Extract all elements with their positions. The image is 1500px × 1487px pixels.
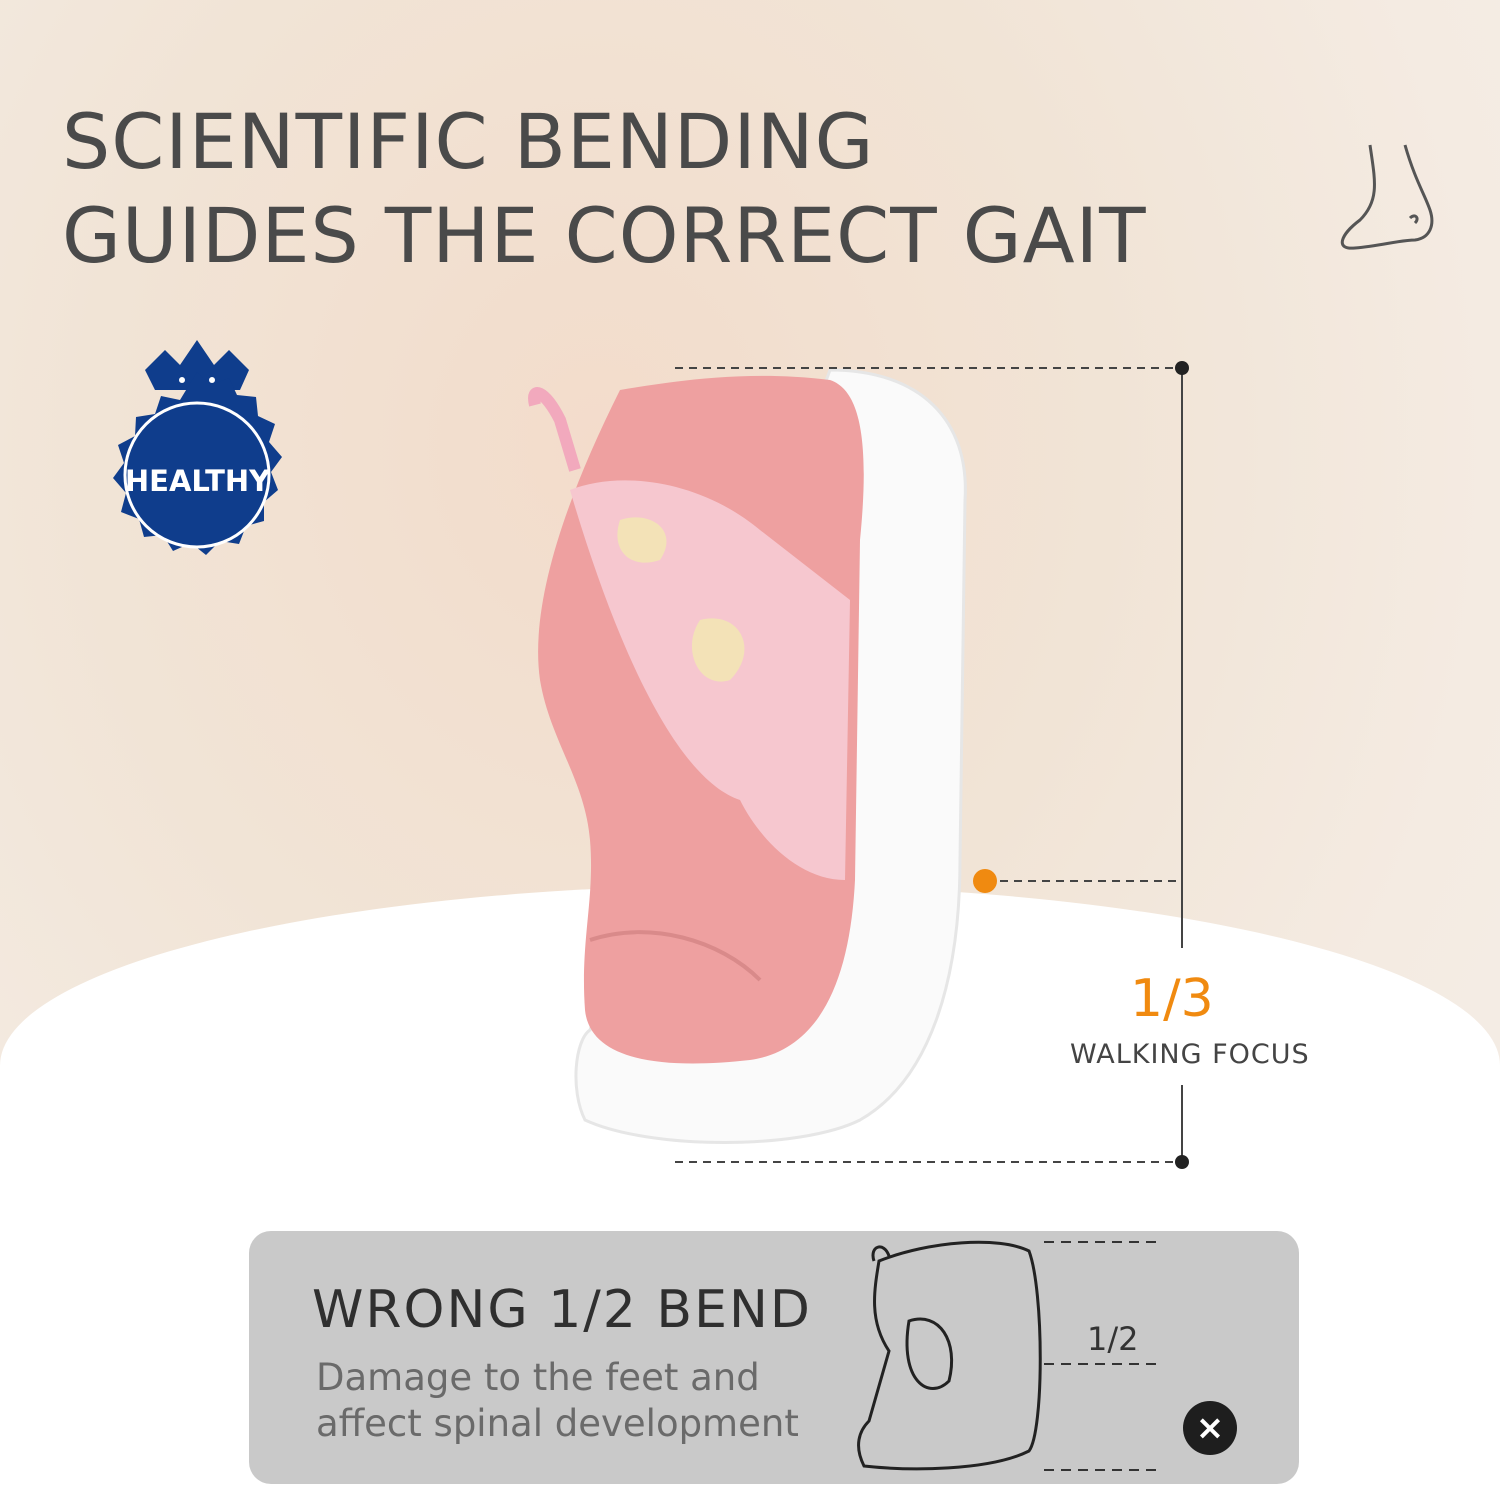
wrong-bend-panel: WRONG 1/2 BEND Damage to the feet and af… xyxy=(249,1231,1299,1484)
wrong-bend-description: Damage to the feet and affect spinal dev… xyxy=(316,1355,799,1447)
foot-icon xyxy=(1341,144,1434,250)
desc-line2: affect spinal development xyxy=(316,1402,799,1445)
headline-line1: SCIENTIFIC BENDING xyxy=(62,97,875,186)
badge-label: HEALTHY xyxy=(124,464,271,498)
wrong-bend-shoe-drawing xyxy=(857,1240,1159,1471)
x-icon: × xyxy=(1183,1401,1237,1455)
walking-focus-label: WALKING FOCUS xyxy=(1070,1039,1310,1070)
bend-point-marker xyxy=(973,869,997,893)
wrong-bend-title: WRONG 1/2 BEND xyxy=(312,1280,812,1340)
headline: SCIENTIFIC BENDING GUIDES THE CORRECT GA… xyxy=(62,95,1322,283)
headline-line2: GUIDES THE CORRECT GAIT xyxy=(62,191,1147,280)
shoe-image xyxy=(528,368,967,1144)
walking-focus-fraction: 1/3 xyxy=(1130,969,1214,1029)
healthy-badge xyxy=(113,340,282,555)
wrong-bend-fraction: 1/2 xyxy=(1087,1320,1139,1358)
desc-line1: Damage to the feet and xyxy=(316,1356,760,1399)
